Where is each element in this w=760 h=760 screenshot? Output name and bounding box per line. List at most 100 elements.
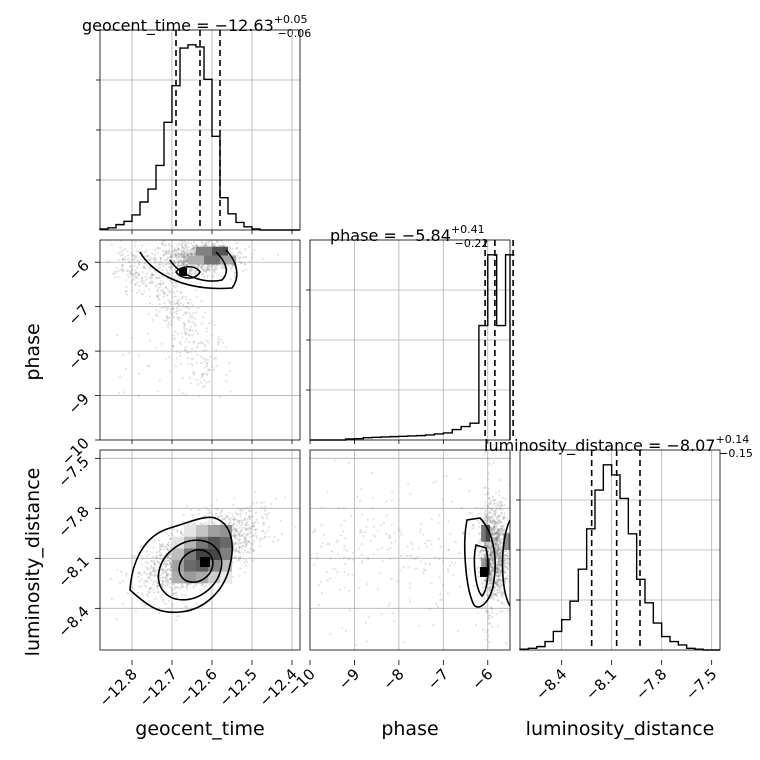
sample-point — [211, 242, 215, 246]
sample-point — [489, 622, 492, 626]
sample-point — [238, 556, 241, 559]
sample-point — [482, 697, 484, 699]
sample-point — [397, 528, 400, 531]
sample-point — [204, 232, 206, 234]
sample-point — [372, 525, 376, 528]
sample-point — [191, 250, 194, 253]
sample-point — [141, 293, 144, 296]
sample-point — [133, 275, 136, 278]
sample-point — [367, 556, 370, 560]
sample-point — [248, 517, 252, 520]
sample-point — [496, 535, 499, 538]
sample-point — [487, 586, 490, 589]
sample-point — [143, 290, 146, 293]
sample-point — [445, 474, 448, 478]
sample-point — [488, 517, 491, 520]
sample-point — [166, 578, 169, 581]
contour-inner — [174, 265, 201, 279]
sample-point — [171, 603, 174, 606]
sample-point — [498, 552, 501, 555]
sample-point — [232, 544, 236, 547]
sample-point — [142, 279, 145, 282]
sample-point — [233, 534, 236, 538]
sample-point — [184, 260, 188, 263]
sample-point — [222, 242, 225, 245]
sample-point — [190, 248, 193, 251]
sample-point — [485, 515, 488, 519]
sample-point — [245, 527, 248, 530]
sample-point — [496, 546, 499, 549]
sample-point — [159, 552, 163, 555]
sample-point — [211, 514, 214, 517]
sample-point — [123, 256, 127, 259]
sample-point — [163, 259, 166, 262]
sample-point — [496, 531, 499, 534]
sample-point — [204, 242, 207, 245]
sample-point — [489, 545, 492, 548]
sample-point — [236, 528, 239, 531]
sample-point — [191, 334, 194, 337]
sample-point — [487, 545, 490, 548]
sample-point — [184, 259, 187, 262]
sample-point — [154, 564, 157, 567]
sample-point — [507, 555, 510, 558]
sample-point — [140, 244, 144, 247]
sample-point — [178, 259, 181, 262]
sample-point — [497, 549, 500, 552]
density-cell — [212, 246, 228, 256]
sample-point — [491, 498, 495, 502]
sample-point — [238, 256, 241, 259]
sample-point — [497, 549, 500, 552]
sample-point — [495, 577, 498, 581]
sample-point — [238, 520, 241, 523]
sample-point — [496, 555, 499, 558]
sample-point — [180, 343, 183, 346]
y-axis-label-luminosity-distance: luminosity_distance — [22, 468, 44, 657]
sample-point — [486, 628, 489, 632]
sample-point — [179, 587, 182, 590]
sample-point — [192, 252, 195, 255]
sample-point — [382, 521, 386, 524]
sample-point — [190, 252, 193, 255]
sample-point — [233, 497, 236, 500]
sample-point — [176, 309, 179, 312]
sample-point — [206, 264, 209, 268]
sample-point — [156, 246, 160, 249]
sample-point — [505, 577, 508, 580]
sample-point — [193, 522, 196, 525]
sample-point — [223, 244, 226, 247]
sample-point — [356, 496, 359, 499]
sample-point — [490, 573, 493, 576]
sample-point — [498, 534, 501, 537]
sample-point — [369, 539, 372, 543]
plot-area — [100, 232, 300, 440]
sample-point — [179, 531, 182, 534]
sample-point — [487, 506, 491, 509]
sample-point — [365, 525, 368, 528]
sample-point — [236, 542, 239, 546]
sample-point — [174, 591, 177, 595]
contour-outer — [139, 249, 238, 290]
sample-point — [492, 503, 495, 506]
sample-point — [221, 267, 224, 270]
sample-point — [506, 559, 509, 562]
sample-point — [159, 260, 162, 263]
sample-point — [164, 546, 167, 549]
sample-point — [176, 277, 179, 280]
sample-point — [221, 265, 224, 269]
sample-point — [499, 553, 502, 556]
sample-point — [200, 361, 203, 365]
sample-point — [376, 588, 380, 591]
sample-point — [497, 625, 500, 628]
sample-point — [498, 539, 501, 542]
sample-point — [252, 525, 255, 528]
sample-point — [195, 244, 198, 247]
sample-point — [412, 557, 415, 560]
sample-point — [206, 268, 209, 271]
sample-point — [489, 554, 492, 557]
sample-point — [499, 548, 502, 551]
sample-point — [410, 541, 413, 544]
sample-point — [164, 568, 168, 571]
sample-point — [500, 511, 503, 515]
sample-point — [243, 535, 246, 538]
